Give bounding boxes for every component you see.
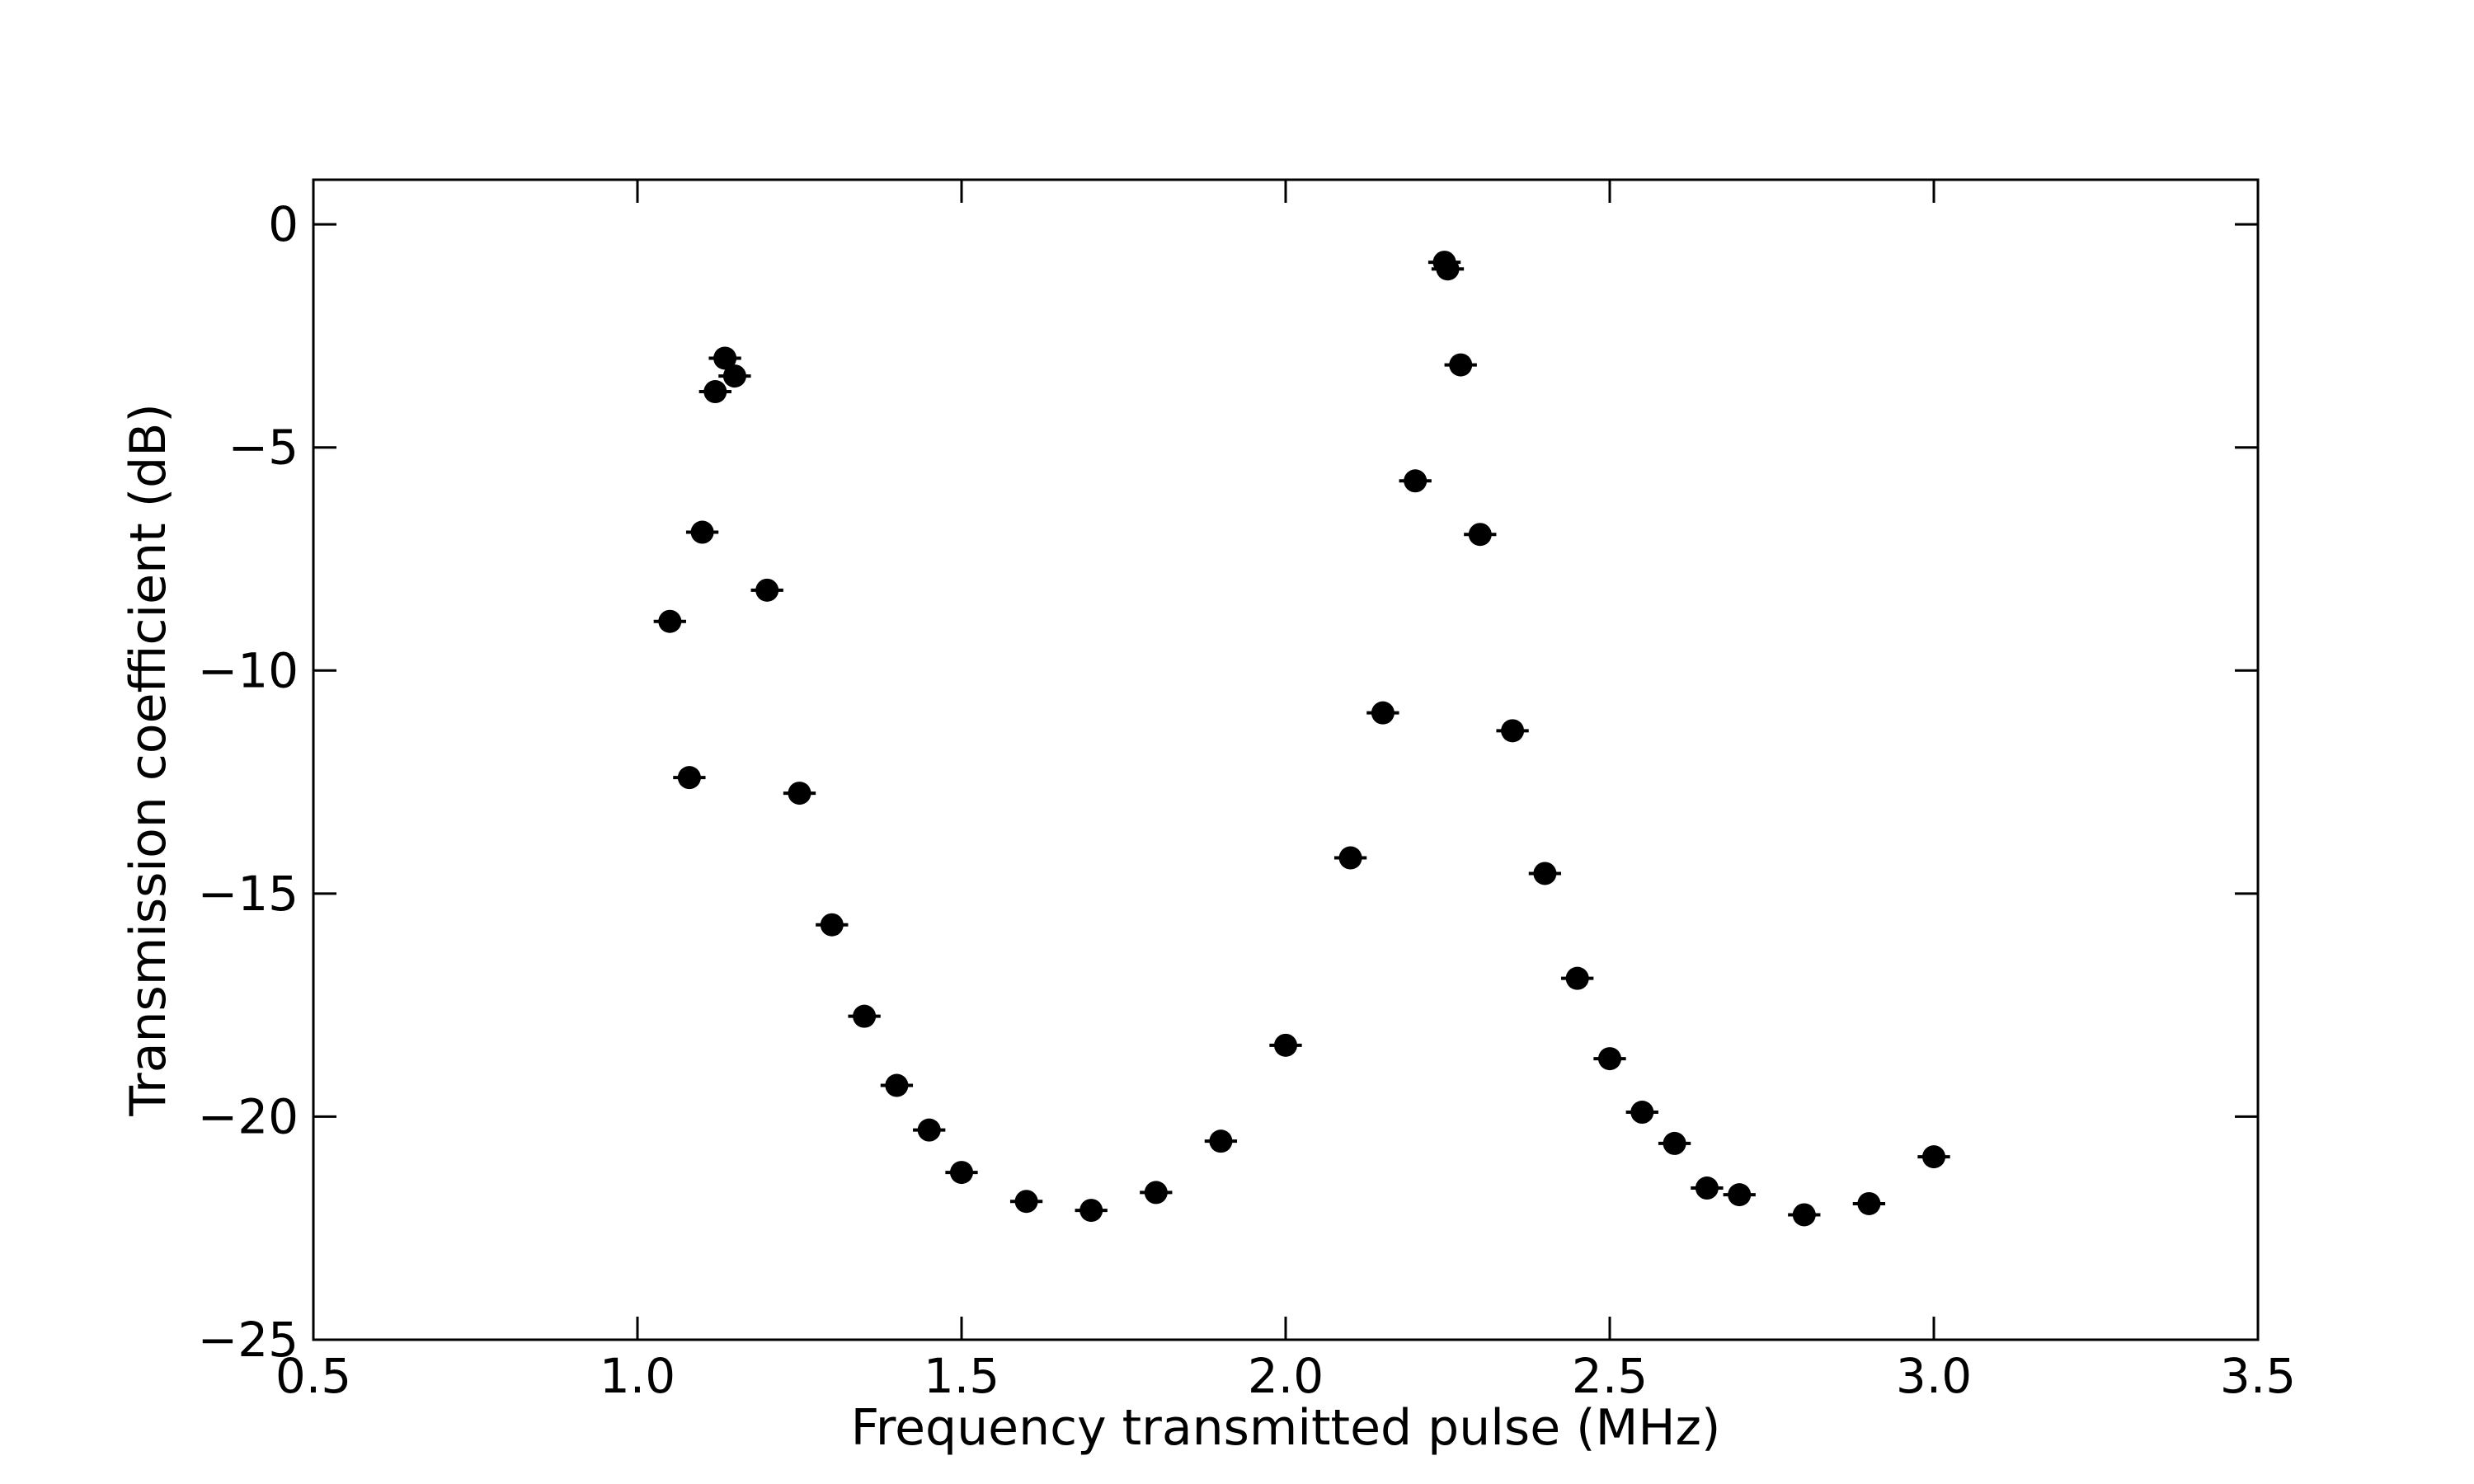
data-point [1140, 1181, 1173, 1205]
data-marker [1338, 846, 1362, 870]
data-point [750, 578, 783, 602]
data-point [1528, 862, 1562, 885]
x-axis-label: Frequency transmitted pulse (MHz) [851, 1399, 1721, 1457]
data-marker [950, 1161, 973, 1185]
y-tick-label: −20 [198, 1088, 299, 1144]
data-marker [1695, 1176, 1719, 1200]
data-point [685, 520, 719, 544]
plot-frame [312, 178, 2260, 1341]
data-marker [1079, 1199, 1103, 1223]
data-point [880, 1073, 914, 1097]
data-point [1366, 701, 1399, 725]
data-marker [1598, 1047, 1621, 1071]
data-marker [1533, 862, 1557, 885]
data-point [1431, 257, 1465, 281]
data-point [1788, 1203, 1821, 1227]
data-point [673, 766, 706, 790]
data-point [1009, 1190, 1043, 1214]
data-point [1075, 1199, 1108, 1223]
data-marker [1663, 1131, 1686, 1155]
data-marker [1404, 469, 1427, 493]
data-point [1333, 846, 1367, 870]
data-point [698, 380, 731, 404]
data-marker [1014, 1190, 1038, 1214]
data-marker [1630, 1101, 1654, 1125]
x-tick-label: 3.0 [1896, 1348, 1972, 1404]
data-marker [1144, 1181, 1168, 1205]
data-point [708, 346, 741, 370]
data-marker [1501, 719, 1525, 743]
data-marker [1857, 1191, 1881, 1215]
data-marker [690, 520, 714, 544]
data-point [653, 609, 686, 633]
data-point [1464, 523, 1497, 547]
data-point [1917, 1145, 1950, 1169]
y-tick-label: −25 [198, 1312, 299, 1368]
data-marker [1565, 966, 1589, 990]
data-marker [703, 380, 727, 404]
data-point [1269, 1033, 1302, 1057]
y-tick-label: −5 [228, 420, 299, 476]
data-marker [853, 1004, 877, 1028]
data-marker [917, 1118, 941, 1142]
data-point [1852, 1191, 1886, 1215]
x-tick-label: 1.5 [924, 1348, 999, 1404]
data-point [1691, 1176, 1724, 1200]
data-point [913, 1118, 946, 1142]
data-marker [755, 578, 779, 602]
data-series [653, 251, 1950, 1227]
data-marker [1468, 523, 1492, 547]
data-marker [1436, 257, 1460, 281]
x-tick-label: 2.5 [1572, 1348, 1648, 1404]
data-point [848, 1004, 881, 1028]
data-point [1204, 1129, 1238, 1153]
y-tick-label: 0 [268, 196, 299, 252]
data-marker [1728, 1183, 1752, 1207]
data-point [1658, 1131, 1691, 1155]
data-point [1625, 1101, 1658, 1125]
data-marker [1922, 1145, 1945, 1169]
data-marker [1371, 701, 1395, 725]
data-point [1593, 1047, 1626, 1071]
y-axis-ticks: 0 −5 −10 −15 −20 −25 [198, 196, 2258, 1368]
data-marker [677, 766, 701, 790]
y-tick-label: −15 [198, 866, 299, 922]
data-marker [713, 346, 737, 370]
data-point [945, 1161, 978, 1185]
data-marker [788, 782, 811, 805]
data-point [1496, 719, 1529, 743]
y-axis-label: Transmission coefficient (dB) [120, 403, 177, 1117]
data-marker [1274, 1033, 1297, 1057]
data-marker [885, 1073, 909, 1097]
data-marker [1209, 1129, 1233, 1153]
data-point [718, 364, 751, 388]
data-marker [1449, 353, 1473, 377]
x-axis-ticks: 0.5 1.0 1.5 2.0 2.5 3.0 3.5 [275, 180, 2296, 1404]
x-tick-label: 1.0 [600, 1348, 675, 1404]
x-tick-label: 2.0 [1248, 1348, 1324, 1404]
data-marker [658, 609, 682, 633]
data-point [783, 782, 816, 805]
data-point [1723, 1183, 1756, 1207]
x-tick-label: 0.5 [275, 1348, 351, 1404]
data-point [1444, 353, 1477, 377]
data-marker [820, 913, 844, 937]
data-marker [722, 364, 746, 388]
y-tick-label: −10 [198, 642, 299, 698]
data-marker [1792, 1203, 1816, 1227]
data-point [1399, 469, 1432, 493]
data-point [1561, 966, 1594, 990]
x-tick-label: 3.5 [2220, 1348, 2296, 1404]
data-point [816, 913, 849, 937]
